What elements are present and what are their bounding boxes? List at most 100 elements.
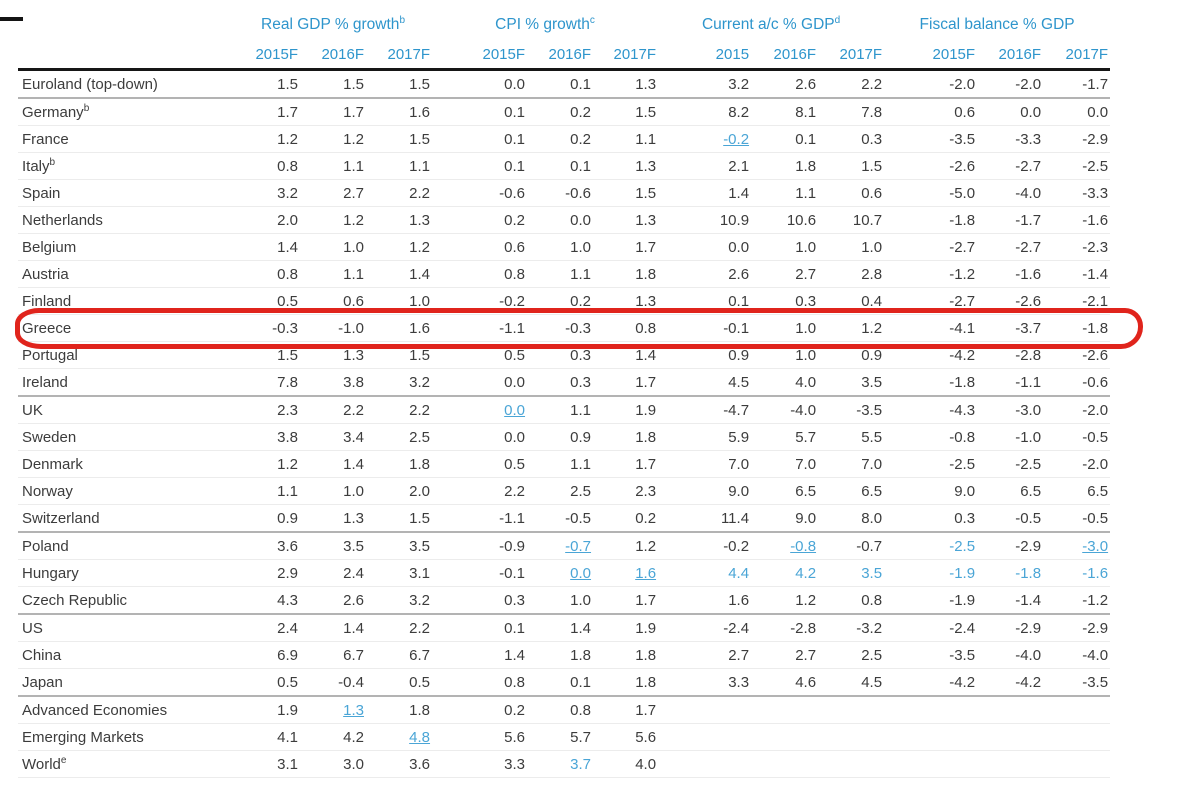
value-cell: 3.5 (861, 373, 883, 391)
value-cell: 3.7 (570, 755, 592, 773)
table-row: Netherlands 2.0 1.2 1.3 0.2 0.0 1.3 10.9 10.6 10.… (18, 206, 1111, 234)
value-cell: 5.5 (861, 428, 883, 446)
value-cell: 4.6 (795, 673, 817, 691)
country-label: Euroland (top-down) (22, 75, 158, 93)
value-cell: 0.3 (570, 373, 592, 391)
value-cell: -3.2 (856, 619, 883, 637)
value-cell: 3.5 (861, 564, 883, 582)
value-cell[interactable]: -0.8 (790, 537, 817, 555)
value-cell: 7.0 (861, 455, 883, 473)
value-cell[interactable]: 1.3 (343, 701, 364, 719)
value-cell: 6.9 (277, 646, 298, 664)
value-cell: 1.2 (409, 238, 431, 256)
group-header-row: Real GDP % growthb CPI % growthc Current… (18, 10, 1110, 40)
value-cell: 0.2 (570, 130, 592, 148)
value-cell: 1.4 (343, 619, 364, 637)
value-cell: -0.6 (1082, 373, 1109, 391)
table-row: Poland 3.6 3.5 3.5 -0.9 -0.7 1.2 -0.2 -0.8 -0.7 -2… (18, 532, 1111, 560)
value-cell: -1.9 (949, 564, 976, 582)
country-label: Hungary (22, 564, 79, 582)
value-cell: -2.6 (1082, 346, 1109, 364)
value-cell: 0.9 (570, 428, 592, 446)
value-cell[interactable]: 0.0 (570, 564, 592, 582)
value-cell: 0.4 (861, 292, 883, 310)
value-cell: -4.2 (949, 673, 976, 691)
country-label: UK (22, 401, 43, 419)
value-cell: -1.1 (1015, 373, 1042, 391)
table-header: Real GDP % growthb CPI % growthc Current… (18, 10, 1111, 70)
year-column-header: 2015 (715, 45, 750, 63)
year-column-header: 2017F (839, 45, 883, 63)
value-cell: 0.2 (504, 211, 526, 229)
value-cell: 0.3 (504, 591, 526, 609)
value-cell: 0.8 (504, 673, 526, 691)
country-label: Italyb (22, 156, 56, 175)
value-cell: 1.4 (277, 238, 298, 256)
value-cell: 1.5 (343, 75, 364, 93)
country-label: Netherlands (22, 211, 103, 229)
table-row: Portugal 1.5 1.3 1.5 0.5 0.3 1.4 0.9 1.0 0.9 -4.2 -… (18, 341, 1111, 369)
value-cell: -1.0 (1015, 428, 1042, 446)
value-cell (884, 696, 977, 724)
table-row: Worlde 3.1 3.0 3.6 3.3 3.7 4.0 (18, 750, 1111, 778)
value-cell: -2.9 (1015, 619, 1042, 637)
value-cell: 2.7 (795, 646, 817, 664)
value-cell: 2.2 (504, 482, 526, 500)
value-cell: -2.0 (949, 75, 976, 93)
value-cell: -4.2 (1015, 673, 1042, 691)
value-cell: -2.4 (723, 619, 750, 637)
value-cell: -2.8 (790, 619, 817, 637)
table-row: Sweden 3.8 3.4 2.5 0.0 0.9 1.8 5.9 5.7 5.5 -0.8 -1.… (18, 423, 1111, 451)
table-row: Emerging Markets 4.1 4.2 4.8 5.6 5.7 5.6 (18, 723, 1111, 751)
value-cell: -1.2 (949, 265, 976, 283)
country-label: Worlde (22, 754, 67, 773)
value-cell: 1.8 (409, 455, 431, 473)
value-cell[interactable]: -0.7 (565, 537, 592, 555)
value-cell: -4.0 (1015, 184, 1042, 202)
value-cell: -4.0 (1015, 646, 1042, 664)
table-body: Euroland (top-down) 1.5 1.5 1.5 0.0 0.1 1.3 3.2… (18, 70, 1111, 778)
value-cell: 1.1 (635, 130, 657, 148)
value-cell: 8.2 (728, 103, 750, 121)
country-column-header (18, 10, 234, 40)
year-column-header: 2015F (932, 45, 976, 63)
value-cell: 1.0 (570, 591, 592, 609)
value-cell: -2.0 (1015, 75, 1042, 93)
table-row: Finland 0.5 0.6 1.0 -0.2 0.2 1.3 0.1 0.3 0.4 -2.7 -… (18, 287, 1111, 315)
value-cell: 3.5 (343, 537, 364, 555)
value-cell: 0.0 (504, 428, 526, 446)
value-cell: 6.5 (861, 482, 883, 500)
value-cell: 0.6 (954, 103, 976, 121)
value-cell: 1.3 (343, 509, 364, 527)
value-cell: 3.8 (277, 428, 298, 446)
value-cell[interactable]: -3.0 (1082, 537, 1109, 555)
value-cell: -0.2 (499, 292, 526, 310)
value-cell: 4.2 (343, 728, 364, 746)
year-header-spacer (18, 40, 234, 70)
value-cell: 5.7 (570, 728, 592, 746)
value-cell: 1.4 (343, 455, 364, 473)
value-cell: -0.7 (856, 537, 883, 555)
value-cell: 2.4 (343, 564, 364, 582)
year-column-header: 2015F (255, 45, 298, 63)
value-cell[interactable]: 0.0 (504, 401, 526, 419)
value-cell (658, 751, 751, 778)
value-cell: -3.5 (1082, 673, 1109, 691)
value-cell: 1.7 (635, 455, 657, 473)
country-label: Norway (22, 482, 73, 500)
value-cell[interactable]: 4.8 (409, 728, 431, 746)
value-cell (1043, 724, 1110, 751)
country-label: Spain (22, 184, 61, 202)
table-row: China 6.9 6.7 6.7 1.4 1.8 1.8 2.7 2.7 2.5 -3.5 -4.0… (18, 641, 1111, 669)
value-cell[interactable]: 1.6 (635, 564, 657, 582)
value-cell: 0.5 (409, 673, 431, 691)
value-cell: -0.5 (1082, 509, 1109, 527)
value-cell[interactable]: -0.2 (723, 130, 750, 148)
value-cell: -1.4 (1082, 265, 1109, 283)
country-label: Czech Republic (22, 591, 128, 609)
value-cell: 2.7 (343, 184, 364, 202)
value-cell: 1.5 (277, 75, 298, 93)
value-cell: 8.0 (861, 509, 883, 527)
value-cell (977, 696, 1043, 724)
value-cell: 0.0 (570, 211, 592, 229)
